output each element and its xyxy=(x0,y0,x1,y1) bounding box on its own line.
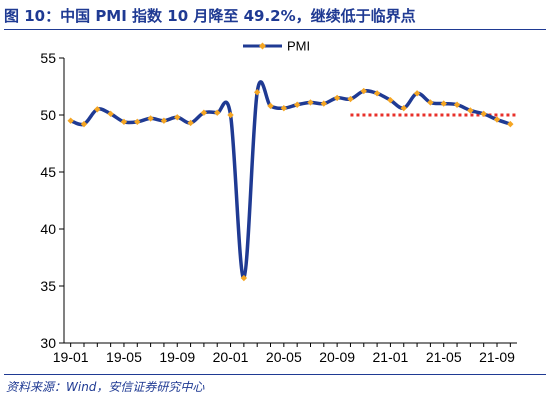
pmi-line-chart: PMI 30 35 40 45 50 55 19-01 19-05 19-09 20-01 20-0… xyxy=(40,39,517,365)
pmi-data-point xyxy=(360,87,367,95)
pmi-data-point xyxy=(240,274,248,282)
legend-label: PMI xyxy=(287,39,310,54)
pmi-data-point xyxy=(373,90,381,97)
x-tick-label: 19-09 xyxy=(159,349,195,365)
pmi-data-point xyxy=(160,117,168,124)
pmi-data-point xyxy=(67,117,74,124)
axes: 30 35 40 45 50 55 19-01 19-05 19-09 20-01 20-05 20-… xyxy=(40,50,517,365)
source-note: 资料来源：Wind，安信证券研究中心 xyxy=(6,380,205,394)
y-tick-label: 55 xyxy=(40,50,56,66)
pmi-data-point xyxy=(214,109,221,116)
pmi-series-line xyxy=(68,80,513,280)
pmi-data-point xyxy=(200,109,208,116)
pmi-data-point xyxy=(147,115,154,122)
series-layer xyxy=(68,80,513,280)
pmi-data-point xyxy=(293,101,301,108)
pmi-data-point xyxy=(80,120,88,128)
figure-title: 图 10：中国 PMI 指数 10 月降至 49.2%，继续低于临界点 xyxy=(4,7,416,25)
pmi-data-point xyxy=(320,100,328,107)
pmi-data-point xyxy=(120,118,128,126)
x-tick-label: 20-01 xyxy=(213,349,249,365)
y-tick-label: 50 xyxy=(40,107,56,123)
pmi-data-point xyxy=(187,119,194,127)
pmi-data-point xyxy=(413,90,421,97)
pmi-data-point xyxy=(480,110,487,118)
pmi-data-point xyxy=(280,104,288,112)
legend-marker xyxy=(259,42,266,50)
pmi-data-point xyxy=(107,110,114,118)
y-tick-label: 40 xyxy=(40,221,56,237)
x-tick-label: 20-05 xyxy=(266,349,302,365)
x-tick-label: 20-09 xyxy=(319,349,355,365)
pmi-data-point xyxy=(267,102,274,110)
y-tick-label: 45 xyxy=(40,164,56,180)
title-rule xyxy=(4,29,546,30)
pmi-data-point xyxy=(174,114,181,121)
x-tick-label: 21-05 xyxy=(426,349,462,365)
pmi-data-point xyxy=(493,116,501,123)
pmi-data-point xyxy=(453,101,461,108)
y-tick-label: 35 xyxy=(40,278,56,294)
pmi-data-point xyxy=(227,111,234,119)
legend: PMI xyxy=(243,39,310,54)
x-tick-label: 21-01 xyxy=(373,349,409,365)
x-tick-label: 21-09 xyxy=(479,349,515,365)
pmi-data-point xyxy=(507,120,514,128)
pmi-data-point xyxy=(307,99,314,106)
x-tick-label: 19-01 xyxy=(53,349,89,365)
pmi-data-point xyxy=(427,99,434,106)
x-tick-label: 19-05 xyxy=(106,349,142,365)
pmi-data-point xyxy=(440,100,447,107)
pmi-data-point xyxy=(333,94,341,102)
pmi-data-point xyxy=(94,106,101,113)
pmi-data-point xyxy=(387,96,394,104)
y-tick-label: 30 xyxy=(40,335,56,351)
pmi-data-point xyxy=(467,107,474,114)
source-rule xyxy=(4,374,546,375)
pmi-data-point xyxy=(134,118,141,126)
pmi-data-point xyxy=(347,95,354,103)
pmi-data-point xyxy=(400,104,407,112)
marker-layer xyxy=(67,87,514,282)
pmi-data-point xyxy=(253,89,261,96)
